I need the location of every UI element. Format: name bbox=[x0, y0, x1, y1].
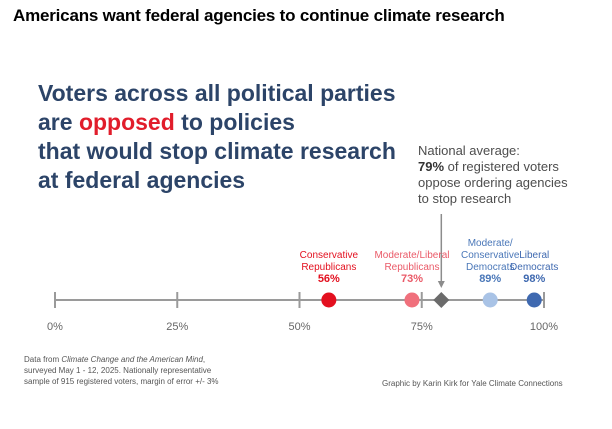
point-moderate-conservative-democrats bbox=[482, 292, 498, 308]
point-conservative-republicans bbox=[321, 292, 337, 308]
category-label-moderate-conservative-democrats-1: Conservative bbox=[461, 250, 520, 261]
value-label-moderate-liberal-republicans: 73% bbox=[401, 273, 423, 285]
category-label-moderate-liberal-republicans-1: Republicans bbox=[384, 262, 439, 273]
callout-percent: 79% bbox=[418, 159, 445, 174]
source-line-1: Data from Climate Change and the America… bbox=[24, 354, 274, 365]
national-average-callout: National average: 79% of registered vote… bbox=[418, 143, 568, 207]
source-post: , bbox=[202, 355, 206, 364]
category-label-moderate-conservative-democrats-0: Moderate/ bbox=[468, 238, 513, 249]
headline-line-1: Voters across all political parties bbox=[38, 80, 396, 106]
headline-line-2-post: to policies bbox=[174, 109, 295, 135]
callout-line-4: to stop research bbox=[418, 191, 512, 206]
x-tick-label-75: 75% bbox=[411, 321, 433, 333]
callout-line-3: oppose ordering agencies bbox=[418, 175, 568, 190]
callout-line-2: 79% of registered voters bbox=[418, 159, 568, 175]
category-label-moderate-conservative-democrats-2: Democrats bbox=[466, 262, 514, 273]
point-moderate-liberal-republicans bbox=[404, 292, 420, 308]
headline-line-2-pre: are bbox=[38, 109, 79, 135]
headline-line-4: at federal agencies bbox=[38, 167, 246, 193]
category-label-conservative-republicans-0: Conservative bbox=[300, 250, 359, 261]
point-liberal-democrats bbox=[526, 292, 542, 308]
source-pre: Data from bbox=[24, 355, 62, 364]
source-note: Data from Climate Change and the America… bbox=[24, 354, 274, 387]
x-tick-label-25: 25% bbox=[166, 321, 188, 333]
headline-line-2: are opposed to policies bbox=[38, 108, 396, 137]
callout-arrow-head bbox=[437, 281, 445, 288]
x-tick-label-50: 50% bbox=[288, 321, 310, 333]
x-tick-label-100: 100% bbox=[530, 321, 558, 333]
x-tick-label-0: 0% bbox=[47, 321, 63, 333]
point-national-average bbox=[433, 292, 450, 308]
callout-line-1: National average: bbox=[418, 143, 520, 158]
callout-line-2-rest: of registered voters bbox=[444, 159, 559, 174]
graphic-credit: Graphic by Karin Kirk for Yale Climate C… bbox=[382, 379, 563, 388]
source-survey-title: Climate Change and the American Mind bbox=[61, 355, 203, 364]
headline-opposed-word: opposed bbox=[78, 109, 175, 135]
value-label-liberal-democrats: 98% bbox=[523, 273, 545, 285]
category-label-moderate-liberal-republicans-0: Moderate/Liberal bbox=[374, 250, 449, 261]
value-label-conservative-republicans: 56% bbox=[318, 273, 340, 285]
chart-headline: Voters across all political parties are … bbox=[38, 79, 396, 195]
source-line-2: surveyed May 1 - 12, 2025. Nationally re… bbox=[24, 366, 212, 375]
category-label-conservative-republicans-1: Republicans bbox=[301, 262, 356, 273]
category-label-liberal-democrats-0: Liberal bbox=[519, 250, 549, 261]
value-label-moderate-conservative-democrats: 89% bbox=[479, 273, 501, 285]
headline-line-3: that would stop climate research bbox=[38, 138, 396, 164]
category-label-liberal-democrats-1: Democrats bbox=[510, 262, 558, 273]
page-title: Americans want federal agencies to conti… bbox=[13, 6, 505, 25]
source-line-3: sample of 915 registered voters, margin … bbox=[24, 377, 219, 386]
